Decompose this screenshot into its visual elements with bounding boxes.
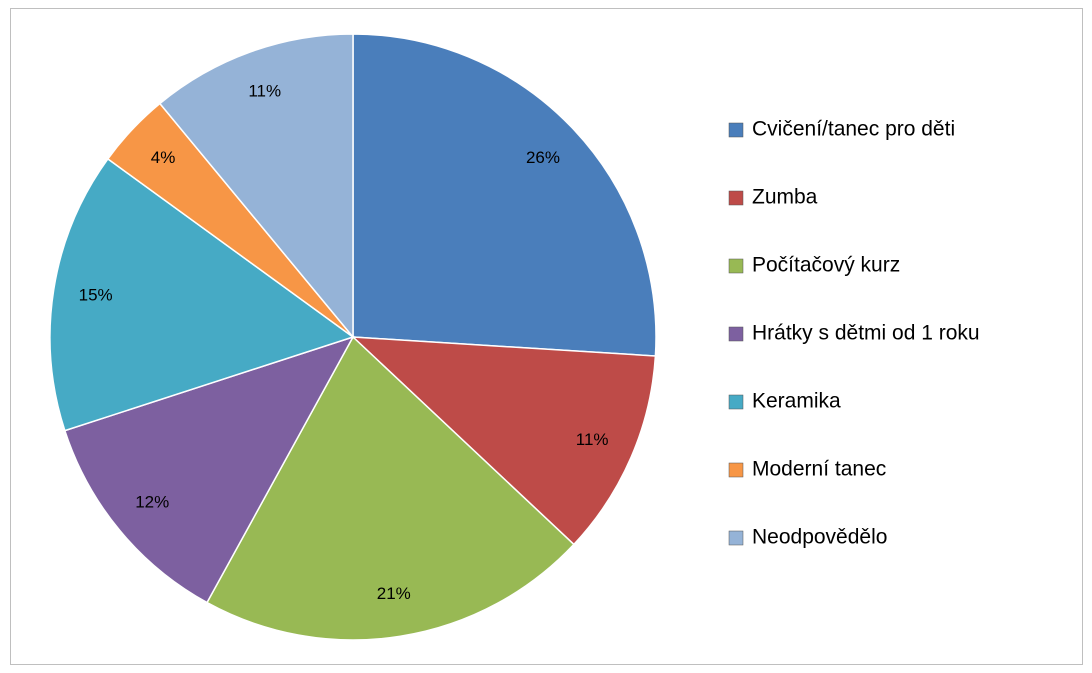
legend-marker xyxy=(728,190,744,206)
slice-label: 21% xyxy=(377,584,411,603)
pie-slice xyxy=(352,33,657,357)
legend-marker xyxy=(728,462,744,478)
legend-marker xyxy=(728,258,744,274)
pie-slice xyxy=(206,335,575,641)
slice-label: 12% xyxy=(135,493,169,512)
legend-label: Moderní tanec xyxy=(752,458,886,481)
legend-label: Počítačový kurz xyxy=(752,254,900,277)
legend-label: Zumba xyxy=(752,186,818,209)
slice-label: 15% xyxy=(79,286,113,305)
slice-label: 11% xyxy=(576,430,609,449)
legend-label: Keramika xyxy=(752,390,841,413)
pie-slice xyxy=(350,336,657,546)
legend-label: Neodpovědělo xyxy=(752,526,887,549)
slice-label: 11% xyxy=(248,81,281,100)
legend-marker xyxy=(728,122,744,138)
pie-slice xyxy=(49,157,355,432)
pie-slice xyxy=(63,335,355,604)
legend-marker xyxy=(728,394,744,410)
legend-marker xyxy=(728,530,744,546)
legend-marker xyxy=(728,326,744,342)
legend-label: Cvičení/tanec pro děti xyxy=(752,118,955,141)
legend-label: Hrátky s dětmi od 1 roku xyxy=(752,322,980,345)
slice-label: 26% xyxy=(526,148,560,167)
pie-slice xyxy=(158,33,354,340)
slice-label: 4% xyxy=(151,148,176,167)
